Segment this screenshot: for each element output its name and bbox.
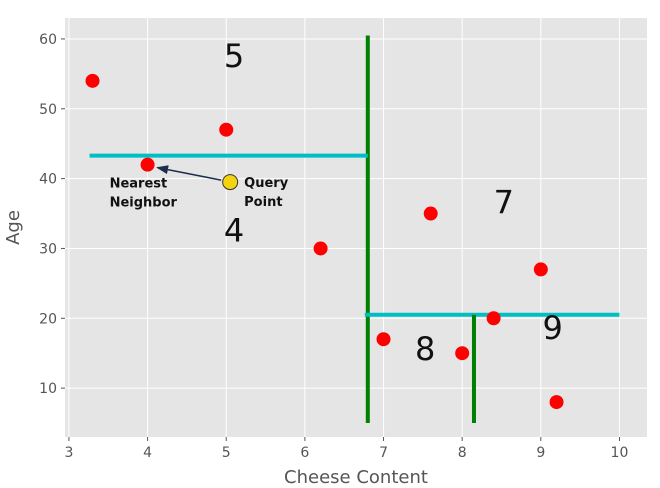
x-tick-label: 8: [458, 445, 467, 461]
data-point: [376, 332, 391, 347]
y-tick-labels: 10 20 30 40 50 60: [39, 32, 65, 397]
x-axis-label: Cheese Content: [284, 467, 428, 488]
y-tick-label: 40: [39, 172, 57, 188]
nearest-neighbor-label-line2: Neighbor: [110, 196, 178, 211]
x-tick-label: 5: [222, 445, 231, 461]
x-tick-label: 3: [64, 445, 73, 461]
region-labels: 5 4 7 8 9: [224, 37, 563, 368]
region-label: 5: [224, 37, 244, 75]
x-tick-labels: 3 4 5 6 7 8 9 10: [64, 437, 628, 461]
plot-background: [65, 18, 647, 437]
data-point: [85, 73, 100, 88]
data-points: [85, 73, 564, 410]
y-tick-label: 60: [39, 32, 57, 48]
nearest-neighbor-label-line1: Nearest: [110, 177, 168, 192]
data-point: [313, 241, 328, 256]
x-tick-label: 4: [143, 445, 152, 461]
x-tick-label: 9: [536, 445, 545, 461]
x-tick-label: 10: [611, 445, 629, 461]
data-point: [219, 122, 234, 137]
x-tick-label: 6: [300, 445, 309, 461]
region-label: 4: [224, 211, 244, 249]
y-axis-label: Age: [3, 210, 24, 245]
grid-lines: [65, 18, 647, 437]
data-point: [549, 395, 564, 410]
nearest-neighbor-arrow: [156, 165, 222, 181]
y-tick-label: 20: [39, 311, 57, 327]
data-point: [140, 157, 155, 172]
data-point: [533, 262, 548, 277]
region-label: 9: [542, 309, 562, 347]
region-label: 7: [494, 184, 514, 222]
query-point: [222, 174, 239, 191]
data-point: [455, 346, 470, 361]
query-point-label-line1: Query: [244, 176, 289, 191]
data-point: [423, 206, 438, 221]
y-tick-label: 10: [39, 381, 57, 397]
y-tick-label: 50: [39, 102, 57, 118]
y-tick-label: 30: [39, 241, 57, 257]
data-point: [486, 311, 501, 326]
x-tick-label: 7: [379, 445, 388, 461]
query-annotation: Query Point Nearest Neighbor: [110, 165, 289, 211]
query-point-label-line2: Point: [244, 195, 282, 210]
region-label: 8: [415, 330, 435, 368]
